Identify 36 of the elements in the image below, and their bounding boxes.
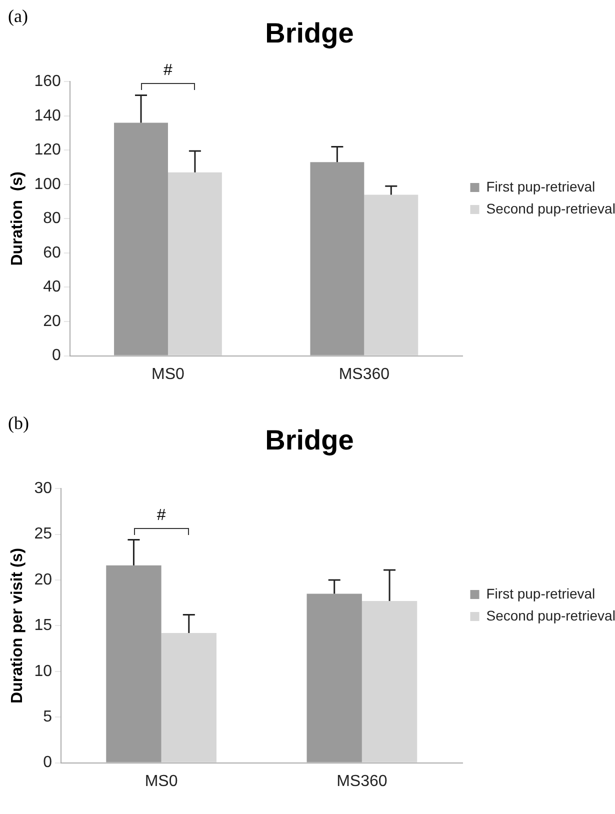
x-tick-label: MS360: [336, 772, 388, 790]
y-tick-label: 120: [34, 142, 61, 159]
bar: [364, 194, 418, 356]
text: #: [164, 62, 172, 80]
y-tick-label: 30: [34, 480, 52, 498]
y-tick-label: 100: [34, 176, 61, 193]
legend-label: Second pup-retrieval: [486, 607, 615, 624]
y-tick-label: 80: [43, 210, 61, 228]
chart-title: Bridge: [265, 18, 354, 49]
y-tick-label: 60: [43, 244, 61, 262]
y-tick-label: 0: [43, 754, 52, 772]
y-tick-label: 5: [43, 708, 52, 726]
y-tick-label: 15: [34, 617, 52, 634]
bar: [310, 162, 364, 356]
x-tick-label: MS0: [152, 366, 185, 383]
bar: [168, 172, 222, 356]
y-tick-label: 140: [34, 107, 61, 124]
y-axis-title: Duration (s): [9, 172, 26, 266]
y-tick-label: 25: [34, 526, 52, 543]
legend-label: First pup-retrieval: [486, 178, 596, 194]
x-tick-label: MS360: [338, 366, 390, 383]
y-axis-title: Duration per visit (s): [9, 548, 26, 704]
text: (b): [8, 413, 29, 434]
text: (a): [8, 6, 28, 27]
y-tick-label: 10: [34, 662, 52, 680]
legend-label: First pup-retrieval: [486, 585, 596, 602]
x-tick-label: MS0: [144, 772, 178, 790]
y-tick-label: 0: [52, 347, 61, 364]
y-tick-label: 40: [43, 278, 61, 296]
annotation: #: [156, 506, 166, 525]
y-tick-label: 160: [34, 73, 61, 90]
y-tick-label: 20: [43, 312, 61, 330]
bar: [114, 122, 168, 356]
legend-label: Second pup-retrieval: [486, 200, 615, 216]
chart-title: Bridge: [265, 424, 354, 456]
y-tick-label: 20: [34, 571, 52, 588]
